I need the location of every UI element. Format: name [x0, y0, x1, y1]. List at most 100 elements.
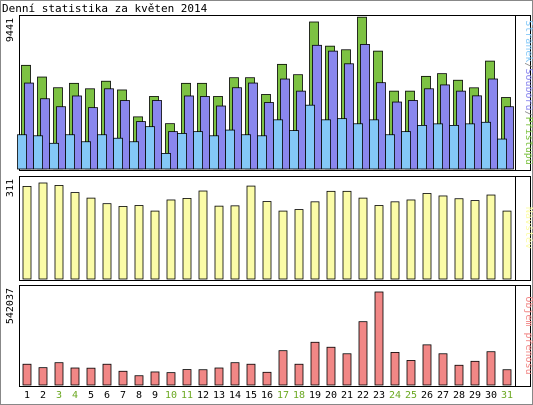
bar-panel-2-day-30 [486, 194, 496, 280]
x-tick-label-day-16: 16 [261, 390, 273, 401]
bar-panel-3-day-25 [406, 360, 416, 386]
bar-panel-2-day-29 [470, 200, 480, 280]
bar-panel-2-day-22 [358, 197, 368, 280]
bar-panel-3-day-29 [470, 360, 480, 386]
x-tick-label-day-31: 31 [501, 390, 513, 401]
bar-panel-3-day-30 [486, 351, 496, 386]
bar-panel-3-day-22 [358, 321, 368, 386]
bar-str-nek-day-28 [449, 125, 459, 170]
bar-panel-2-day-28 [454, 198, 464, 280]
bar-soubor--day-7 [120, 100, 130, 170]
bar-panel-3-day-14 [230, 362, 240, 386]
x-tick-label-day-4: 4 [72, 390, 78, 401]
bar-panel-2-day-4 [70, 192, 80, 280]
bar-panel-3-day-18 [294, 363, 304, 386]
bar-panel-3-day-24 [390, 352, 400, 386]
legend-part-1: Objem přenosu [523, 296, 533, 374]
bar-soubor--day-6 [104, 88, 114, 170]
bar-panel-2-day-8 [134, 205, 144, 280]
bar-panel-3-day-13 [214, 367, 224, 386]
legend-part-5: Přístupů [523, 117, 533, 165]
bar-soubor--day-22 [360, 44, 370, 170]
x-tick-label-day-7: 7 [120, 390, 126, 401]
bar-str-nek-day-29 [465, 123, 475, 170]
bar-str-nek-day-15 [241, 134, 251, 170]
x-tick-label-day-23: 23 [373, 390, 385, 401]
bar-str-nek-day-23 [369, 119, 379, 170]
bar-soubor--day-4 [72, 95, 82, 170]
bar-str-nek-day-2 [33, 135, 43, 170]
bar-str-nek-day-4 [65, 134, 75, 170]
bar-panel-3-day-9 [150, 371, 160, 386]
bar-panel-2-day-19 [310, 201, 320, 280]
bar-str-nek-day-25 [401, 131, 411, 170]
bar-str-nek-day-7 [113, 137, 123, 170]
bar-panel-3-day-2 [38, 367, 48, 386]
x-tick-label-day-21: 21 [341, 390, 353, 401]
bar-panel-2-day-11 [182, 198, 192, 280]
x-tick-label-day-22: 22 [357, 390, 369, 401]
bar-panel-2-day-7 [118, 206, 128, 280]
legend-part-3: Souborů [523, 68, 533, 110]
bar-panel-2-day-17 [278, 210, 288, 280]
bar-panel-3-day-15 [246, 363, 256, 386]
bar-panel-2-day-24 [390, 201, 400, 280]
bar-panel-2-day-13 [214, 205, 224, 280]
bar-soubor--day-14 [232, 87, 242, 170]
bar-panel-2-day-2 [38, 182, 48, 280]
bar-panel-3-day-10 [166, 372, 176, 386]
panel-2-legend-box [515, 176, 531, 281]
panel-1-series-legend: Stránek/Souborů/Přístupů [523, 20, 533, 165]
bar-panel-3-day-8 [134, 375, 144, 386]
bar-panel-2-day-5 [86, 197, 96, 280]
bar-soubor--day-1 [24, 82, 34, 170]
bar-panel-2-day-21 [342, 190, 352, 280]
panel-3-legend-box [515, 285, 531, 387]
panel-2-ymax-label: 311 [5, 179, 16, 197]
x-tick-label-day-12: 12 [197, 390, 209, 401]
bar-str-nek-day-11 [177, 133, 187, 170]
x-tick-label-day-5: 5 [88, 390, 94, 401]
bar-panel-2-day-3 [54, 185, 64, 280]
panel-1-legend-box [515, 15, 531, 171]
bar-panel-3-day-1 [22, 363, 32, 386]
bar-panel-2-day-12 [198, 190, 208, 280]
legend-part-1: Stránek [523, 20, 533, 62]
legend-part-1: Návštěv [523, 207, 533, 249]
x-tick-label-day-6: 6 [104, 390, 110, 401]
bar-str-nek-day-16 [257, 135, 267, 170]
bar-panel-2-day-10 [166, 199, 176, 280]
bar-panel-2-day-23 [374, 205, 384, 280]
x-tick-label-day-15: 15 [245, 390, 257, 401]
x-tick-label-day-28: 28 [453, 390, 465, 401]
bar-panel-2-day-25 [406, 199, 416, 280]
bar-str-nek-day-5 [81, 141, 91, 170]
bar-str-nek-day-6 [97, 134, 107, 170]
x-tick-label-day-10: 10 [165, 390, 177, 401]
bar-panel-2-day-26 [422, 193, 432, 280]
bar-panel-2-day-6 [102, 203, 112, 280]
bar-str-nek-day-19 [305, 104, 315, 170]
x-tick-label-day-14: 14 [229, 390, 241, 401]
bar-str-nek-day-12 [193, 131, 203, 170]
bar-panel-2-day-14 [230, 205, 240, 280]
x-tick-label-day-18: 18 [293, 390, 305, 401]
x-tick-label-day-24: 24 [389, 390, 401, 401]
x-tick-label-day-26: 26 [421, 390, 433, 401]
x-tick-label-day-27: 27 [437, 390, 449, 401]
bar-str-nek-day-30 [481, 121, 491, 170]
x-tick-label-day-11: 11 [181, 390, 193, 401]
bar-soubor--day-31 [504, 106, 514, 170]
bar-panel-3-day-7 [118, 370, 128, 386]
bar-str-nek-day-8 [129, 141, 139, 170]
bar-str-nek-day-1 [17, 134, 27, 170]
bar-panel-2-day-1 [22, 185, 32, 280]
bar-str-nek-day-10 [161, 153, 171, 170]
bar-panel-2-day-18 [294, 209, 304, 280]
bar-str-nek-day-3 [49, 142, 59, 170]
legend-part-4: / [523, 111, 533, 117]
bar-str-nek-day-13 [209, 135, 219, 170]
bar-str-nek-day-14 [225, 129, 235, 170]
bar-panel-3-day-19 [310, 341, 320, 386]
